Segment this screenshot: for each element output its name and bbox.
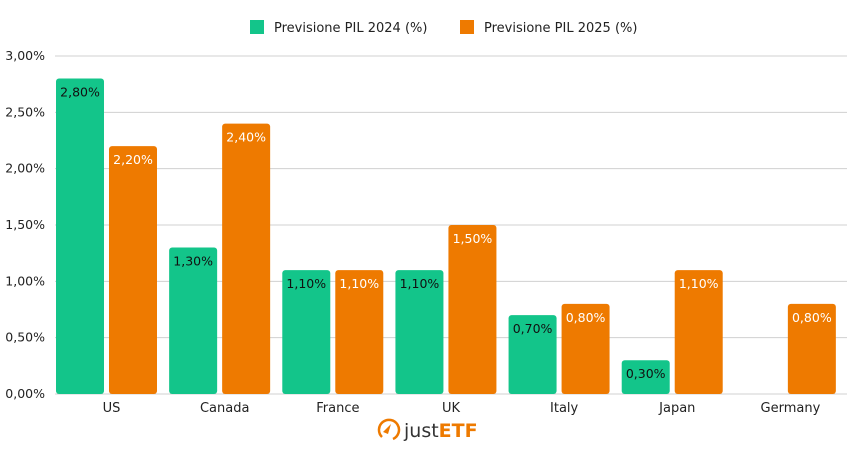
bar: [56, 78, 104, 395]
data-label: 2,40%: [226, 130, 266, 145]
data-label: 1,10%: [679, 276, 719, 291]
x-tick-label: Germany: [761, 401, 821, 416]
y-tick-label: 0,50%: [5, 330, 45, 345]
bar: [508, 315, 557, 394]
bar: [448, 225, 497, 394]
legend-swatch: [460, 20, 474, 34]
data-label: 0,30%: [626, 366, 666, 381]
bar: [282, 270, 331, 394]
x-tick-label: UK: [442, 401, 461, 416]
legend-label: Previsione PIL 2024 (%): [274, 21, 427, 36]
data-label: 1,30%: [173, 254, 213, 269]
bar: [395, 270, 444, 394]
data-label: 1,10%: [286, 276, 326, 291]
y-tick-label: 2,00%: [5, 161, 45, 176]
bar: [674, 270, 723, 394]
data-label: 1,10%: [339, 276, 379, 291]
data-label: 2,80%: [60, 85, 100, 100]
legend-label: Previsione PIL 2025 (%): [484, 21, 637, 36]
data-label: 1,50%: [453, 231, 493, 246]
bar: [787, 303, 836, 394]
bar: [621, 360, 670, 394]
x-tick-label: Italy: [550, 401, 579, 416]
x-tick-label: France: [316, 401, 359, 416]
y-tick-label: 0,00%: [5, 386, 45, 401]
bar: [222, 123, 271, 394]
data-label: 1,10%: [400, 276, 440, 291]
bar: [561, 303, 610, 394]
y-tick-label: 2,50%: [5, 104, 45, 119]
data-label: 0,80%: [566, 310, 606, 325]
logo: justETF: [374, 410, 484, 444]
bar: [335, 270, 384, 394]
data-label: 2,20%: [113, 152, 153, 167]
y-tick-label: 3,00%: [5, 48, 45, 63]
data-label: 0,70%: [513, 321, 553, 336]
y-tick-label: 1,50%: [5, 217, 45, 232]
x-tick-label: Canada: [200, 401, 249, 416]
y-tick-label: 1,00%: [5, 273, 45, 288]
svg-text:justETF: justETF: [403, 420, 478, 442]
x-tick-label: US: [103, 401, 121, 416]
x-tick-label: Japan: [658, 401, 695, 416]
data-label: 0,80%: [792, 310, 832, 325]
bar: [169, 247, 218, 394]
legend-swatch: [250, 20, 264, 34]
bar: [109, 146, 157, 394]
